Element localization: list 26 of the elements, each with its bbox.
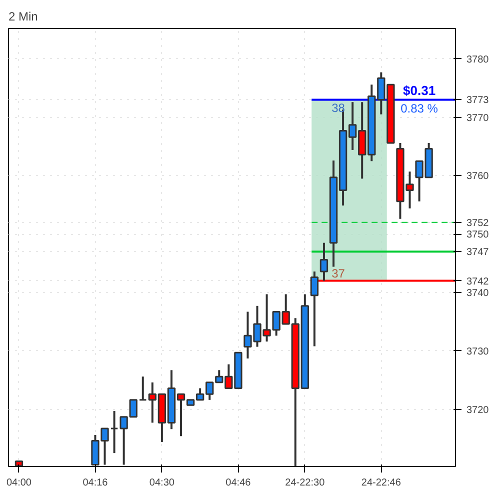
y-tick-label: 3740 (466, 288, 490, 299)
y-tick-label: 3770 (466, 112, 490, 124)
y-tick-label: 3720 (466, 404, 490, 416)
candlestick (310, 270, 319, 348)
y-tick-label: 3747 (466, 247, 490, 258)
candlestick (320, 242, 328, 282)
y-tick-label: 3742 (466, 276, 490, 288)
annotation: 38 (332, 101, 346, 116)
y-tick-label: 3752 (466, 218, 490, 229)
x-tick-label: 24-22:46 (361, 478, 402, 488)
y-tick-label: 3730 (466, 346, 490, 358)
y-tick-label: 3750 (466, 230, 490, 241)
annotation: 37 (332, 266, 346, 280)
annotation: 0.83 % (400, 102, 438, 116)
y-tick-label: 3773 (466, 95, 490, 106)
x-tick-label: 04:16 (82, 478, 108, 488)
x-tick-label: 04:30 (149, 478, 175, 488)
candlestick (110, 410, 118, 454)
chart-title: 2 Min (8, 10, 38, 24)
y-tick-label: 3760 (466, 171, 490, 182)
x-tick-label: 24-22:30 (285, 478, 326, 488)
y-tick-label: 3780 (466, 54, 490, 66)
x-tick-label: 04:00 (6, 478, 32, 488)
annotation: $0.31 (403, 83, 436, 98)
candlestick (138, 376, 147, 401)
x-tick-label: 04:46 (226, 478, 252, 488)
